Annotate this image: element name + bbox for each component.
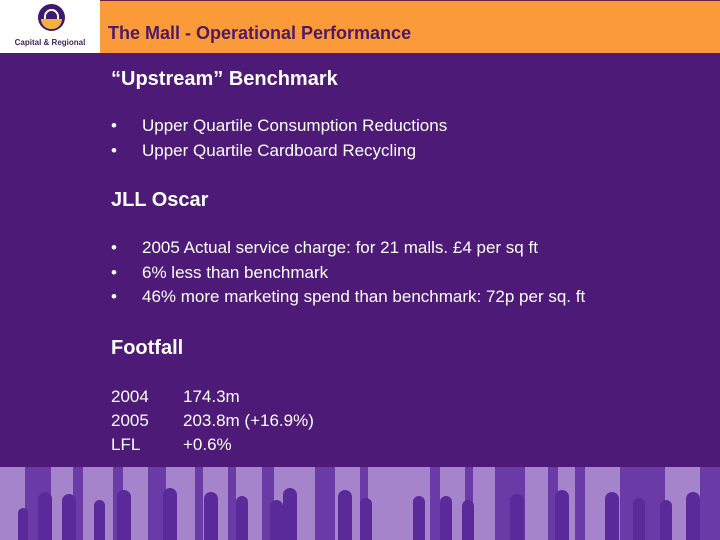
bullet-item: • Upper Quartile Consumption Reductions [111,114,447,139]
logo-text: Capital & Regional [14,38,86,47]
shoppers-silhouette-banner [0,467,720,540]
section-heading-jll-oscar: JLL Oscar [111,189,209,211]
bullet-icon: • [111,287,117,306]
upstream-bullet-list: • Upper Quartile Consumption Reductions •… [111,114,447,163]
jll-bullet-list: • 2005 Actual service charge: for 21 mall… [111,236,585,310]
bullet-icon: • [111,262,117,282]
footfall-table: 2004 174.3m 2005 203.8m (+16.9%) LFL +0.6% [111,385,314,457]
logo: Capital & Regional [0,0,100,53]
bullet-icon: • [111,140,117,160]
slide-title: The Mall - Operational Performance [108,23,412,43]
footfall-row: 2004 174.3m [111,387,240,406]
section-heading-upstream: “Upstream” Benchmark [111,68,338,90]
header-bar: The Mall - Operational Performance [100,0,720,53]
section-heading-footfall: Footfall [111,337,184,359]
bullet-item: • 2005 Actual service charge: for 21 mall… [111,236,585,261]
footfall-row: 2005 203.8m (+16.9%) [111,411,314,430]
bullet-item: • 6% less than benchmark [111,261,585,286]
bullet-icon: • [111,238,117,257]
bullet-item: • Upper Quartile Cardboard Recycling [111,139,447,164]
bullet-item: • 46% more marketing spend than benchmark… [111,285,585,310]
capital-regional-logo-icon [38,4,65,31]
bullet-icon: • [111,116,117,135]
banner-top-border [0,460,720,467]
footfall-row: LFL +0.6% [111,435,232,454]
